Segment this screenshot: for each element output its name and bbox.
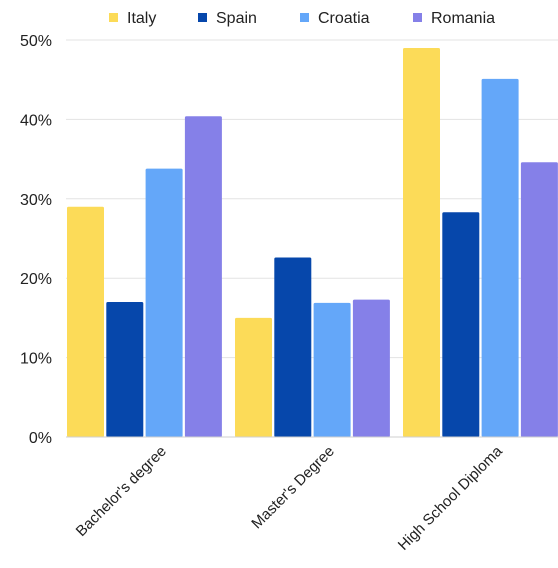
y-tick-label: 0% xyxy=(29,430,52,447)
legend-swatch-spain xyxy=(198,13,207,22)
bar-spain-2 xyxy=(442,212,480,437)
bar-croatia-2 xyxy=(481,78,519,437)
legend: Italy Spain Croatia Romania xyxy=(109,10,495,27)
x-category-label: High School Diploma xyxy=(395,442,507,554)
legend-label-romania: Romania xyxy=(431,10,495,27)
bar-spain-0 xyxy=(106,302,144,437)
bar-italy-2 xyxy=(403,47,440,437)
y-tick-label: 40% xyxy=(20,112,52,129)
y-tick-label: 30% xyxy=(20,192,52,209)
y-tick-label: 20% xyxy=(20,271,52,288)
y-tick-label: 10% xyxy=(20,351,52,368)
x-axis: Bachelor's degree Master's Degree High Sch… xyxy=(66,436,558,554)
legend-swatch-croatia xyxy=(300,13,309,22)
legend-swatch-italy xyxy=(109,13,118,22)
legend-label-croatia: Croatia xyxy=(318,10,370,27)
bar-romania-0 xyxy=(184,116,222,437)
bar-romania-2 xyxy=(520,162,558,437)
bar-croatia-0 xyxy=(145,168,183,438)
bar-italy-0 xyxy=(67,206,104,437)
y-axis: 0% 10% 20% 30% 40% 50% xyxy=(20,33,52,447)
x-category-label: Bachelor's degree xyxy=(73,443,170,540)
bar-spain-1 xyxy=(274,257,312,437)
legend-label-italy: Italy xyxy=(127,10,156,27)
legend-label-spain: Spain xyxy=(216,10,257,27)
y-tick-label: 50% xyxy=(20,33,52,50)
bar-italy-1 xyxy=(235,317,272,437)
bar-croatia-1 xyxy=(313,302,351,437)
x-category-label: Master's Degree xyxy=(248,443,338,533)
legend-swatch-romania xyxy=(413,13,422,22)
bar-romania-1 xyxy=(352,299,390,437)
bars xyxy=(67,47,558,438)
